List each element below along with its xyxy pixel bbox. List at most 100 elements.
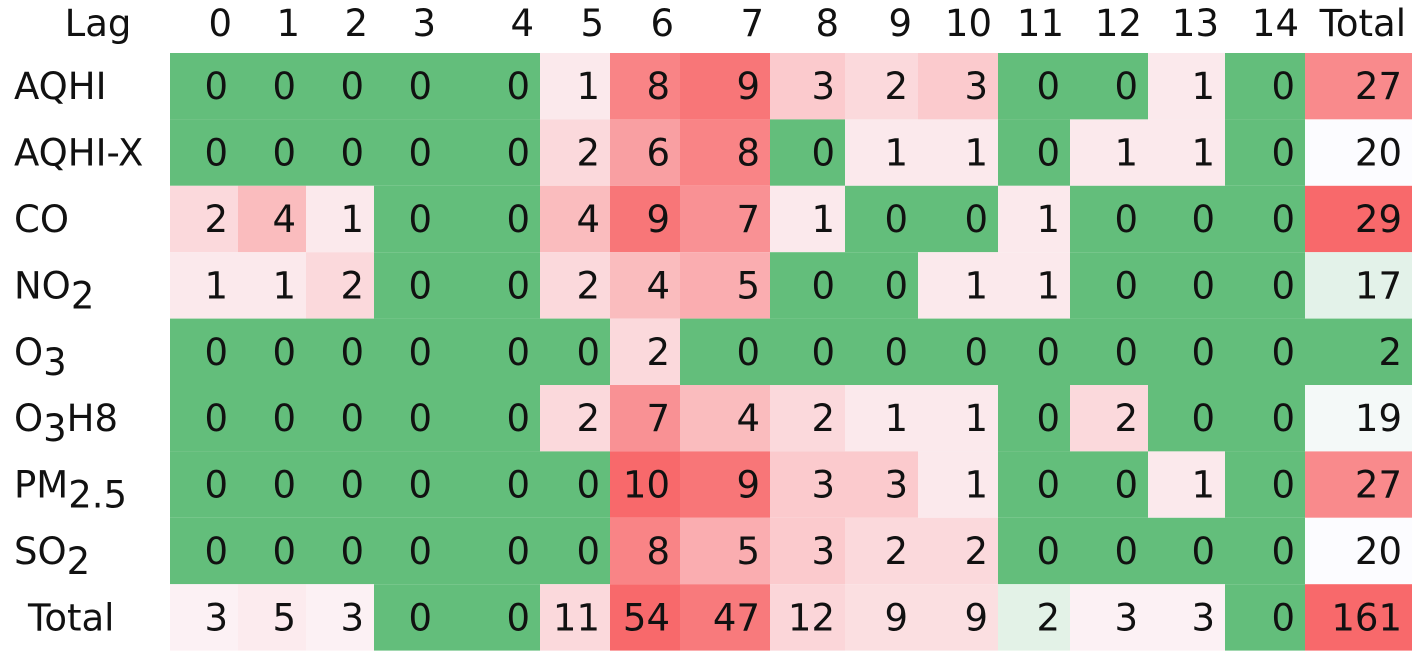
cell-value: 0	[1271, 596, 1295, 639]
heatmap-cell	[610, 584, 680, 651]
heatmap-cell	[374, 53, 442, 120]
heatmap-cell	[680, 53, 770, 120]
heatmap-cell	[442, 119, 540, 186]
cell-value: 0	[576, 331, 600, 374]
heatmap-cell	[1305, 252, 1412, 319]
cell-value: 2	[884, 530, 908, 573]
heatmap-cell	[610, 451, 680, 518]
heatmap-cell	[306, 584, 374, 651]
cell-value: 19	[1355, 397, 1402, 440]
cell-value: 0	[1191, 530, 1215, 573]
cell-value: 47	[713, 596, 760, 639]
cell-value: 0	[1114, 198, 1138, 241]
cell-value: 29	[1355, 198, 1402, 241]
heatmap-cell	[680, 185, 770, 253]
heatmap-cell	[1305, 185, 1412, 253]
cell-value: 10	[623, 464, 670, 507]
cell-value: 0	[340, 331, 364, 374]
heatmap-cell	[1225, 119, 1305, 186]
heatmap-cell	[1070, 517, 1148, 585]
heatmap-cell	[770, 318, 845, 385]
cell-value: 0	[884, 198, 908, 241]
cell-value: 0	[340, 65, 364, 108]
row-label: CO	[14, 198, 69, 241]
cell-value: 20	[1355, 530, 1402, 573]
heatmap-cell	[918, 385, 998, 452]
column-header-4: 4	[510, 2, 534, 45]
table-row: CO 2 4 1 0 0 4 9 7 1 0 0 1 0 0 0 29	[14, 185, 1412, 253]
table-row: PM2.5 0 0 0 0 0 0 10 9 3 3 1 0 0 1 0 27	[14, 451, 1412, 518]
cell-value: 0	[1036, 530, 1060, 573]
heatmap-cell	[238, 451, 306, 518]
cell-value: 0	[1191, 198, 1215, 241]
heatmap-cell	[770, 53, 845, 120]
cell-value: 2	[340, 264, 364, 307]
heatmap-cell	[770, 451, 845, 518]
cell-value: 0	[408, 596, 432, 639]
cell-value: 2	[884, 65, 908, 108]
cell-value: 3	[1191, 596, 1215, 639]
cell-value: 0	[1271, 331, 1295, 374]
row-label: Total	[27, 596, 114, 639]
cell-value: 0	[1036, 132, 1060, 175]
column-header-8: 8	[815, 2, 839, 45]
heatmap-cell	[442, 385, 540, 452]
heatmap-cell	[1070, 119, 1148, 186]
cell-value: 1	[884, 132, 908, 175]
table-row: AQHI 0 0 0 0 0 1 8 9 3 2 3 0 0 1 0 27	[14, 53, 1412, 120]
heatmap-cell	[238, 517, 306, 585]
cell-value: 0	[811, 264, 835, 307]
heatmap-cell	[442, 252, 540, 319]
cell-value: 9	[884, 596, 908, 639]
cell-value: 0	[1036, 464, 1060, 507]
heatmap-cell	[306, 385, 374, 452]
cell-value: 0	[1271, 132, 1295, 175]
cell-value: 17	[1355, 264, 1402, 307]
cell-value: 0	[1114, 464, 1138, 507]
heatmap-cell	[1148, 53, 1225, 120]
cell-value: 0	[408, 264, 432, 307]
cell-value: 4	[646, 264, 670, 307]
heatmap-cell	[306, 119, 374, 186]
heatmap-cell	[1225, 53, 1305, 120]
cell-value: 0	[272, 65, 296, 108]
heatmap-cell	[442, 185, 540, 253]
table-row: NO2 1 1 2 0 0 2 4 5 0 0 1 1 0 0 0 17	[14, 252, 1412, 319]
cell-value: 0	[506, 331, 530, 374]
heatmap-cell	[680, 451, 770, 518]
heatmap-cell	[610, 53, 680, 120]
cell-value: 2	[811, 397, 835, 440]
heatmap-cell	[1070, 451, 1148, 518]
cell-value: 3	[811, 464, 835, 507]
cell-value: 1	[576, 65, 600, 108]
cell-value: 0	[506, 198, 530, 241]
heatmap-cell	[442, 451, 540, 518]
heatmap-cell	[442, 584, 540, 651]
row-label: O3H8	[14, 397, 118, 450]
cell-value: 0	[736, 331, 760, 374]
heatmap-cell	[442, 318, 540, 385]
cell-value: 1	[1191, 65, 1215, 108]
heatmap-cell	[998, 252, 1070, 319]
heatmap-cell	[845, 53, 918, 120]
cell-value: 2	[1114, 397, 1138, 440]
heatmap-cell	[770, 584, 845, 651]
heatmap-cell	[610, 517, 680, 585]
cell-value: 0	[408, 331, 432, 374]
cell-value: 2	[1378, 331, 1402, 374]
heatmap-cell	[770, 185, 845, 253]
heatmap-cell	[306, 451, 374, 518]
row-label: AQHI	[14, 65, 107, 108]
heatmap-cell	[170, 318, 238, 385]
cell-value: 3	[1114, 596, 1138, 639]
cell-value: 54	[623, 596, 670, 639]
column-header-2: 2	[344, 2, 368, 45]
heatmap-cell	[1225, 252, 1305, 319]
cell-value: 0	[204, 530, 228, 573]
heatmap-cell	[610, 185, 680, 253]
cell-value: 0	[1271, 264, 1295, 307]
heatmap-cell	[306, 252, 374, 319]
cell-value: 0	[884, 331, 908, 374]
cell-value: 0	[506, 464, 530, 507]
